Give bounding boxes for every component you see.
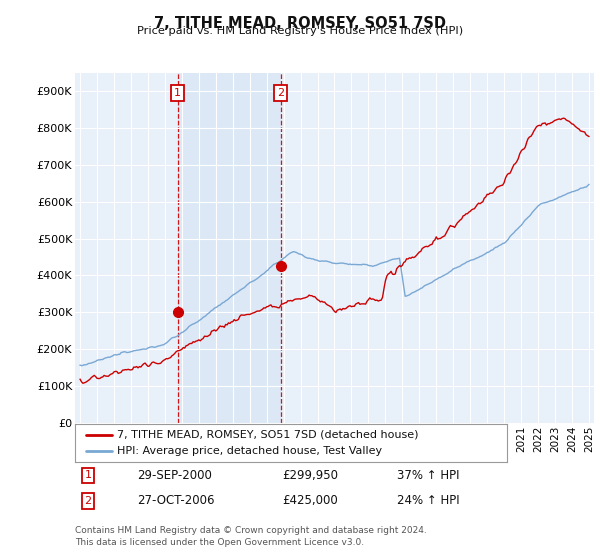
- Text: HPI: Average price, detached house, Test Valley: HPI: Average price, detached house, Test…: [118, 446, 382, 456]
- Text: 1: 1: [174, 88, 181, 98]
- Text: £425,000: £425,000: [283, 494, 338, 507]
- Text: 37% ↑ HPI: 37% ↑ HPI: [397, 469, 459, 482]
- Text: 2: 2: [277, 88, 284, 98]
- Text: £299,950: £299,950: [283, 469, 338, 482]
- Text: 27-OCT-2006: 27-OCT-2006: [137, 494, 215, 507]
- Text: 2: 2: [85, 496, 92, 506]
- Text: 24% ↑ HPI: 24% ↑ HPI: [397, 494, 460, 507]
- Text: 7, TITHE MEAD, ROMSEY, SO51 7SD (detached house): 7, TITHE MEAD, ROMSEY, SO51 7SD (detache…: [118, 430, 419, 440]
- Text: Price paid vs. HM Land Registry's House Price Index (HPI): Price paid vs. HM Land Registry's House …: [137, 26, 463, 36]
- Text: 29-SEP-2000: 29-SEP-2000: [137, 469, 212, 482]
- Text: 7, TITHE MEAD, ROMSEY, SO51 7SD: 7, TITHE MEAD, ROMSEY, SO51 7SD: [154, 16, 446, 31]
- Bar: [178, 73, 281, 423]
- Text: 1: 1: [85, 470, 91, 480]
- Text: Contains HM Land Registry data © Crown copyright and database right 2024.
This d: Contains HM Land Registry data © Crown c…: [75, 526, 427, 547]
